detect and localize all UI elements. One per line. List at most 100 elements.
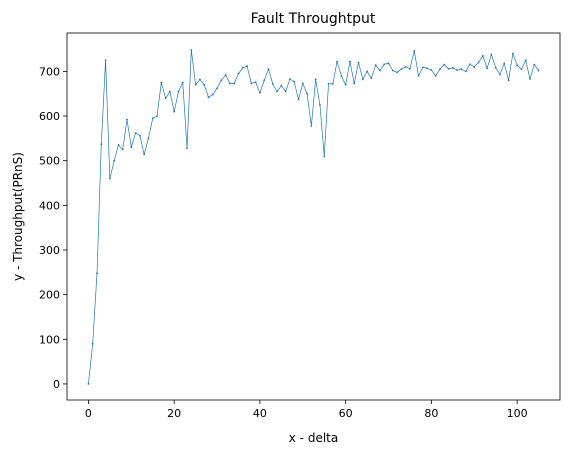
series-line	[88, 49, 539, 384]
data-point	[289, 78, 291, 80]
data-point	[439, 68, 441, 71]
data-point	[404, 66, 407, 68]
data-point	[370, 77, 373, 79]
data-point	[173, 110, 176, 113]
data-point	[314, 78, 317, 81]
data-point	[511, 52, 514, 55]
data-point	[297, 98, 300, 101]
data-point	[177, 90, 180, 93]
data-point	[181, 81, 184, 84]
data-point	[537, 69, 540, 72]
data-point	[156, 115, 158, 117]
data-point	[516, 64, 519, 67]
data-point	[379, 69, 381, 72]
y-axis-label: y - Throughput(PRnS)	[11, 152, 25, 281]
data-point	[91, 342, 94, 345]
x-tick-label: 20	[167, 407, 181, 420]
data-point	[464, 70, 467, 73]
data-point	[494, 66, 497, 69]
data-point	[443, 63, 446, 66]
data-point	[194, 83, 197, 86]
data-point	[473, 66, 476, 68]
data-point	[529, 78, 531, 80]
data-point	[241, 66, 244, 69]
data-point	[409, 67, 411, 70]
data-point	[306, 92, 308, 95]
data-point	[271, 83, 274, 85]
data-point	[486, 67, 489, 70]
data-point	[126, 118, 128, 121]
data-point	[434, 74, 437, 77]
data-point	[310, 124, 313, 127]
data-point	[263, 79, 266, 82]
data-point	[280, 84, 283, 87]
data-point	[417, 74, 420, 77]
x-tick-label: 100	[507, 407, 528, 420]
data-point	[469, 63, 471, 66]
y-tick-label: 0	[53, 378, 60, 391]
data-point	[138, 134, 141, 137]
data-point	[104, 59, 107, 62]
data-point	[293, 80, 296, 83]
data-point	[229, 82, 231, 85]
data-point	[331, 83, 334, 85]
data-point	[233, 82, 236, 85]
data-point	[400, 68, 403, 71]
data-point	[430, 69, 433, 71]
data-point	[481, 54, 484, 57]
data-point	[186, 147, 188, 150]
data-point	[413, 49, 416, 52]
chart-title: Fault Throughtput	[251, 11, 376, 27]
data-point	[134, 132, 137, 134]
data-point	[520, 68, 523, 71]
data-point	[340, 74, 343, 77]
data-point	[336, 60, 338, 63]
x-tick-label: 60	[339, 407, 353, 420]
data-point	[366, 70, 368, 73]
data-point	[383, 63, 386, 66]
data-point	[100, 143, 103, 146]
data-point	[250, 82, 253, 85]
data-point	[353, 82, 356, 85]
data-point	[426, 67, 428, 70]
data-point	[387, 62, 390, 65]
data-point	[216, 87, 218, 90]
data-point	[121, 148, 124, 151]
data-point	[349, 60, 351, 63]
data-point	[323, 155, 326, 158]
data-point	[220, 79, 223, 82]
data-point	[203, 83, 206, 86]
data-point	[456, 69, 459, 71]
data-point	[327, 83, 330, 85]
data-point	[224, 74, 227, 76]
data-point	[113, 159, 116, 162]
data-point	[447, 67, 450, 70]
data-point	[87, 383, 90, 385]
data-point	[211, 93, 214, 96]
plot-frame	[66, 32, 561, 401]
data-point	[301, 82, 304, 85]
data-point	[524, 59, 527, 62]
data-point	[259, 91, 261, 94]
data-point	[344, 83, 347, 86]
data-point	[276, 90, 278, 93]
data-point	[254, 81, 257, 84]
data-point	[391, 69, 394, 72]
y-tick-label: 200	[39, 289, 60, 302]
data-point	[96, 272, 98, 275]
data-point	[237, 72, 240, 75]
data-point	[108, 177, 111, 180]
plot-area	[87, 49, 540, 385]
data-point	[284, 90, 287, 93]
data-point	[507, 79, 510, 82]
y-tick-label: 100	[39, 333, 60, 346]
data-point	[151, 117, 154, 120]
axis-ticks: 0 20 40 60 80 100 0 100 200 300 400 500 600 700	[39, 65, 528, 420]
data-point	[246, 65, 248, 67]
x-tick-label: 40	[253, 407, 267, 420]
y-tick-label: 400	[39, 199, 60, 212]
data-point	[207, 96, 210, 99]
y-tick-label: 700	[39, 65, 60, 78]
data-point	[143, 153, 146, 156]
